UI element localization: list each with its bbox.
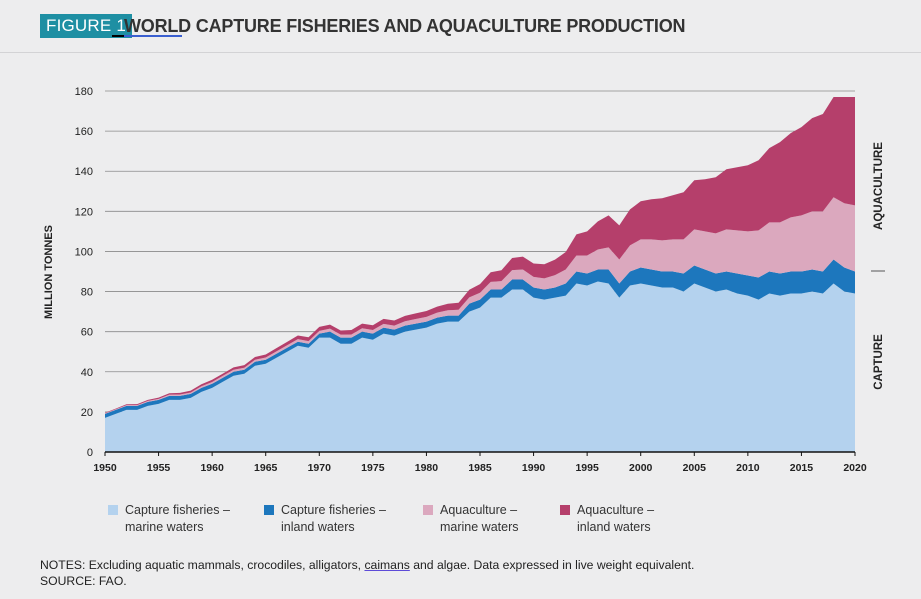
x-tick-label: 2015 xyxy=(790,462,814,474)
area-series xyxy=(105,97,855,452)
legend-label: inland waters xyxy=(281,520,355,534)
y-tick-label: 100 xyxy=(75,246,93,258)
y-tick-label: 180 xyxy=(75,86,93,98)
legend-label: Aquaculture – xyxy=(577,503,655,517)
x-tick-label: 2010 xyxy=(736,462,760,474)
legend-item-capture-inland: Capture fisheries – inland waters xyxy=(264,502,401,536)
x-tick-label: 1985 xyxy=(468,462,492,474)
chart-notes: NOTES: Excluding aquatic mammals, crocod… xyxy=(40,557,694,589)
area-series-3 xyxy=(105,197,855,414)
legend-item-capture-marine: Capture fisheries – marine waters xyxy=(108,502,245,536)
x-tick-label: 1980 xyxy=(415,462,439,474)
header-divider xyxy=(0,52,921,53)
y-tick-label: 60 xyxy=(81,327,93,339)
y-tick-label: 120 xyxy=(75,206,93,218)
x-tick-label: 1990 xyxy=(522,462,546,474)
legend-label: marine waters xyxy=(440,520,519,534)
legend-swatch-capture-inland xyxy=(264,505,274,515)
notes-underlined: caimans xyxy=(364,558,410,572)
legend-swatch-aqua-marine xyxy=(423,505,433,515)
legend-label: marine waters xyxy=(125,520,204,534)
legend-swatch-aqua-inland xyxy=(560,505,570,515)
area-series-1 xyxy=(105,281,855,452)
legend-item-aqua-inland: Aquaculture – inland waters xyxy=(560,502,697,536)
y-tick-label: 160 xyxy=(75,126,93,138)
title-underline xyxy=(124,35,182,37)
x-tick-label: 1995 xyxy=(575,462,599,474)
x-tick-label: 1975 xyxy=(361,462,385,474)
figure-title: WORLD CAPTURE FISHERIES AND AQUACULTURE … xyxy=(124,16,686,36)
legend-swatch-capture-marine xyxy=(108,505,118,515)
y-tick-label: 0 xyxy=(87,447,93,459)
y-tick-label: 40 xyxy=(81,367,93,379)
notes-suffix: and algae. Data expressed in live weight… xyxy=(409,558,695,572)
legend: Capture fisheries – marine waters Captur… xyxy=(0,502,921,542)
x-tick-label: 1960 xyxy=(200,462,224,474)
x-tick-label: 2000 xyxy=(629,462,653,474)
legend-item-aqua-marine: Aquaculture – marine waters xyxy=(423,502,560,536)
axes: 0 20 40 60 80 100 120 140 160 180 1950 1955 1960 1965… xyxy=(75,86,867,474)
source-line: SOURCE: FAO. xyxy=(40,574,127,588)
area-series-2 xyxy=(105,259,855,418)
figure-label: FIGURE 1 xyxy=(40,14,133,38)
legend-label: Capture fisheries – xyxy=(125,503,230,517)
x-tick-label: 1965 xyxy=(254,462,278,474)
y-tick-label: 140 xyxy=(75,166,93,178)
x-tick-label: 1970 xyxy=(308,462,332,474)
notes-line: NOTES: Excluding aquatic mammals, crocod… xyxy=(40,557,694,573)
aquaculture-side-label: AQUACULTURE xyxy=(873,142,885,230)
x-tick-label: 1950 xyxy=(93,462,117,474)
y-tick-label: 80 xyxy=(81,287,93,299)
x-tick-label: 1955 xyxy=(147,462,171,474)
notes-prefix: NOTES: Excluding aquatic mammals, crocod… xyxy=(40,558,365,572)
x-tick-label: 2020 xyxy=(843,462,867,474)
legend-label: Capture fisheries – xyxy=(281,503,386,517)
y-axis-label: MILLION TONNES xyxy=(43,225,55,319)
legend-label: Aquaculture – xyxy=(440,503,518,517)
x-tick-label: 2005 xyxy=(683,462,707,474)
y-tick-label: 20 xyxy=(81,407,93,419)
capture-side-label: CAPTURE xyxy=(873,334,885,390)
legend-label: inland waters xyxy=(577,520,651,534)
